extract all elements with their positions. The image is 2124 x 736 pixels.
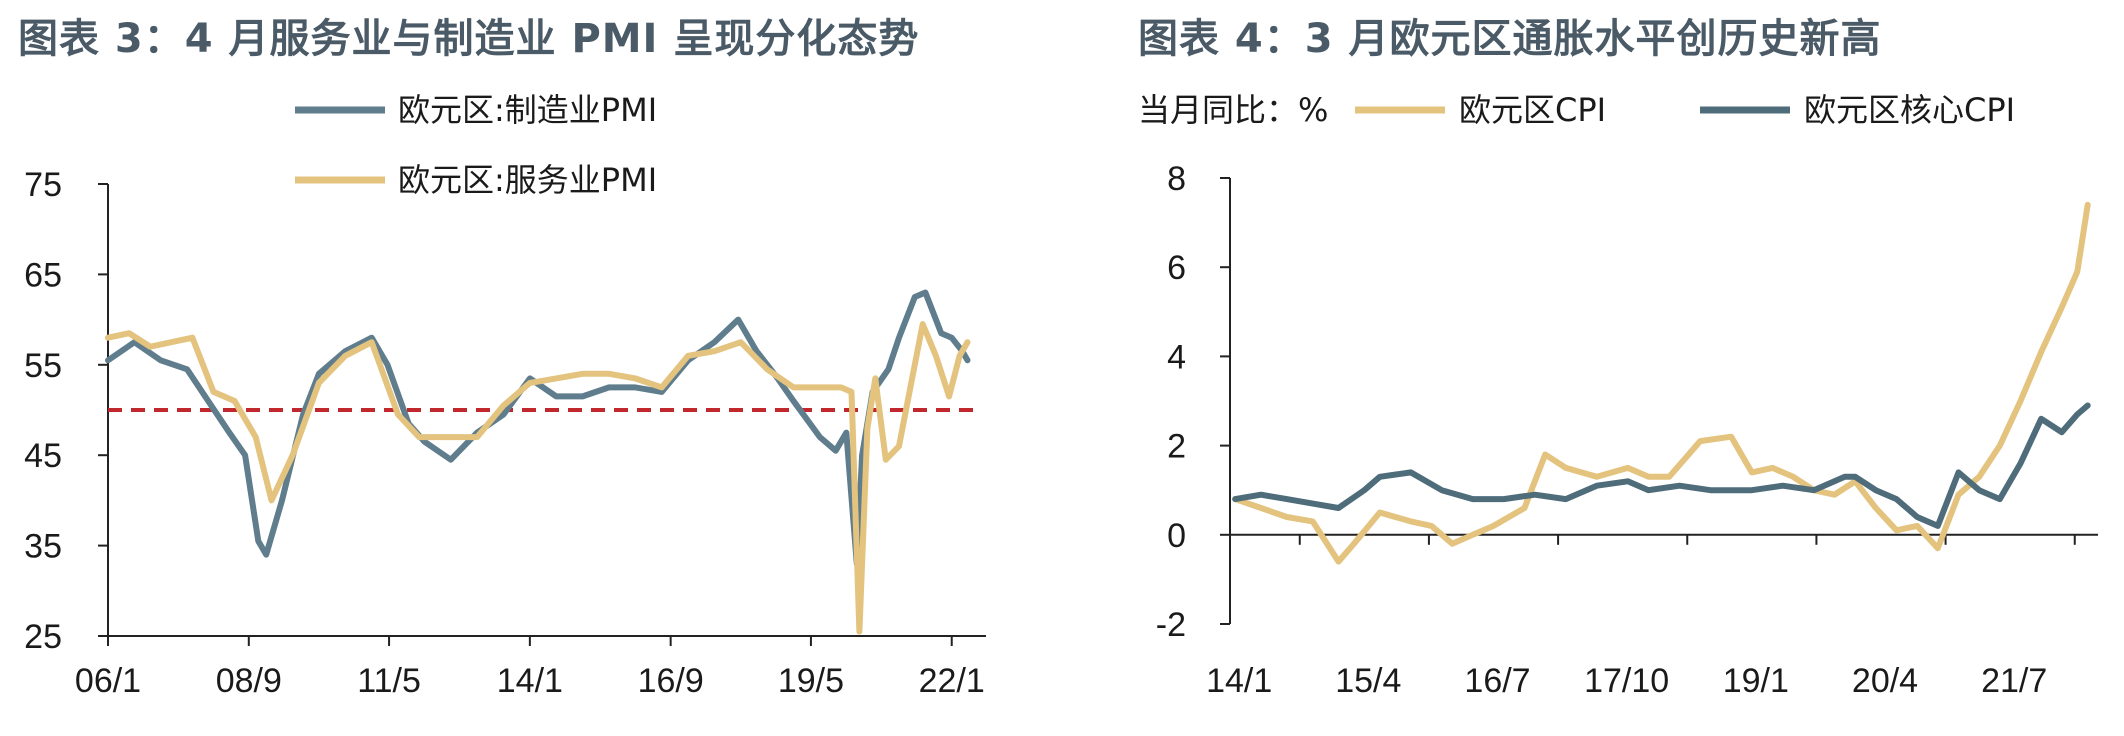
chart2-x-tick-label: 14/1 <box>1206 662 1272 700</box>
chart1-title: 图表 3：4 月服务业与制造业 PMI 呈现分化态势 <box>18 16 920 62</box>
chart1-series-services-line <box>105 321 971 635</box>
chart1-y-tick-label: 25 <box>24 618 62 656</box>
chart2-x-tick-label: 16/7 <box>1464 662 1530 700</box>
chart1-x-tick-label: 19/5 <box>778 662 844 700</box>
chart2-x-tick-label: 21/7 <box>1981 662 2047 700</box>
chart2-unit-label: 当月同比：% <box>1138 91 1328 129</box>
chart1-x-tick-label: 08/9 <box>216 662 282 700</box>
chart1-legend-label: 欧元区:制造业PMI <box>398 91 657 129</box>
chart2-x-tick-label: 17/10 <box>1584 662 1669 700</box>
chart2-series-core-cpi-line <box>1232 402 2091 529</box>
chart1-y-tick-label: 45 <box>24 437 62 475</box>
chart1-legend-label: 欧元区:服务业PMI <box>398 161 657 199</box>
chart2-x-tick-label: 15/4 <box>1335 662 1401 700</box>
chart2-y-tick-label: -2 <box>1156 606 1186 644</box>
chart2-x-tick-label: 19/1 <box>1723 662 1789 700</box>
chart2-title: 图表 4：3 月欧元区通胀水平创历史新高 <box>1138 16 1882 62</box>
chart1-x-tick-label: 22/1 <box>919 662 985 700</box>
chart1-x-tick-label: 16/9 <box>638 662 704 700</box>
chart1-y-tick-label: 55 <box>24 347 62 385</box>
chart1-y-tick-label: 75 <box>24 166 62 204</box>
chart2-y-tick-label: 2 <box>1167 428 1186 466</box>
chart1-x-tick-label: 14/1 <box>497 662 563 700</box>
chart2-series-cpi-line <box>1232 201 2091 565</box>
chart2-x-tick-label: 20/4 <box>1852 662 1918 700</box>
chart2-legend-label: 欧元区核心CPI <box>1804 91 2015 129</box>
chart2-y-tick-label: 0 <box>1167 517 1186 555</box>
chart2-y-tick-label: 6 <box>1167 249 1186 287</box>
chart1-x-tick-label: 11/5 <box>357 662 421 700</box>
chart2-legend-label: 欧元区CPI <box>1459 91 1606 129</box>
chart1-y-tick-label: 35 <box>24 528 62 566</box>
chart2-y-tick-label: 8 <box>1167 160 1186 198</box>
chart1-series-manufacturing-line <box>105 289 971 567</box>
chart1-y-tick-label: 65 <box>24 256 62 294</box>
chart1-x-tick-label: 06/1 <box>75 662 141 700</box>
chart2-y-tick-label: 4 <box>1167 338 1186 376</box>
